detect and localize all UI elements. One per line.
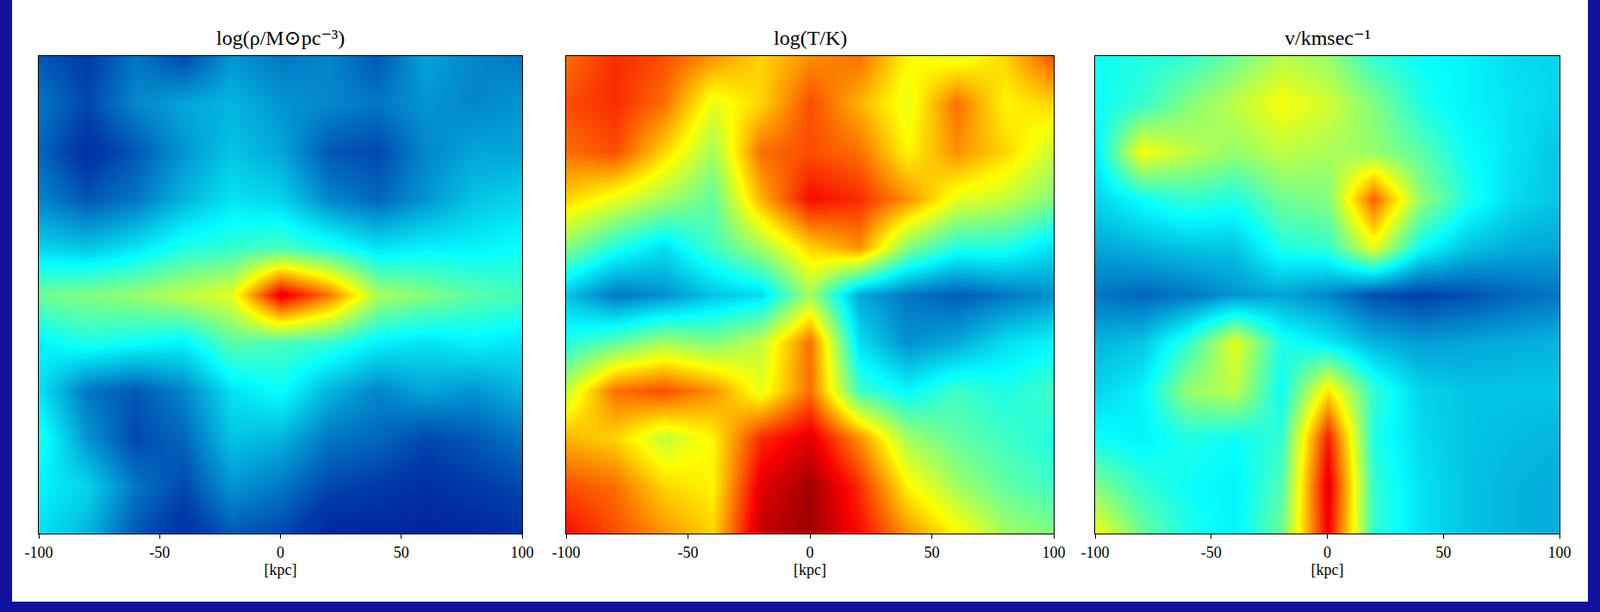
svg-text:100: 100 bbox=[1042, 543, 1066, 561]
svg-text:100: 100 bbox=[510, 543, 535, 561]
svg-text:-100: -100 bbox=[24, 543, 54, 561]
svg-text:0: 0 bbox=[276, 543, 285, 561]
svg-text:log(ρ/M⊙pc⁻³): log(ρ/M⊙pc⁻³) bbox=[216, 26, 345, 50]
svg-text:[kpc]: [kpc] bbox=[793, 560, 827, 579]
svg-text:[kpc]: [kpc] bbox=[264, 560, 298, 579]
svg-text:50: 50 bbox=[1435, 543, 1451, 561]
svg-text:50: 50 bbox=[924, 543, 941, 561]
svg-text:-100: -100 bbox=[552, 543, 581, 561]
svg-text:-50: -50 bbox=[149, 543, 170, 561]
svg-text:-100: -100 bbox=[1081, 543, 1110, 561]
svg-text:50: 50 bbox=[393, 543, 410, 561]
svg-text:100: 100 bbox=[1548, 543, 1572, 561]
svg-text:-50: -50 bbox=[1201, 543, 1222, 561]
svg-text:v/kmsec⁻¹: v/kmsec⁻¹ bbox=[1284, 26, 1371, 50]
svg-text:0: 0 bbox=[1323, 543, 1332, 561]
svg-text:-50: -50 bbox=[678, 543, 699, 561]
svg-text:0: 0 bbox=[806, 543, 815, 561]
svg-text:[kpc]: [kpc] bbox=[1311, 560, 1345, 579]
svg-text:log(T/K): log(T/K) bbox=[773, 26, 847, 50]
